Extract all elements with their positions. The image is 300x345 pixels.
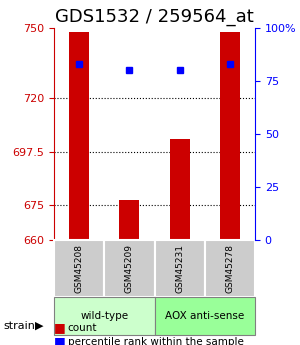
Text: percentile rank within the sample: percentile rank within the sample: [68, 337, 243, 345]
FancyBboxPatch shape: [54, 240, 104, 297]
Text: AOX anti-sense: AOX anti-sense: [165, 311, 244, 321]
Text: GSM45209: GSM45209: [125, 244, 134, 293]
Bar: [69, 32, 89, 240]
Text: GSM45231: GSM45231: [175, 244, 184, 293]
Text: ▶: ▶: [34, 321, 43, 331]
Bar: [169, 139, 190, 240]
Bar: [119, 200, 140, 240]
Text: wild-type: wild-type: [80, 311, 128, 321]
Text: ■: ■: [54, 321, 66, 334]
Text: ■: ■: [54, 335, 66, 345]
Text: GSM45278: GSM45278: [225, 244, 234, 293]
FancyBboxPatch shape: [154, 297, 255, 335]
Text: GSM45208: GSM45208: [75, 244, 84, 293]
FancyBboxPatch shape: [54, 297, 154, 335]
FancyBboxPatch shape: [104, 240, 154, 297]
Title: GDS1532 / 259564_at: GDS1532 / 259564_at: [55, 8, 254, 26]
FancyBboxPatch shape: [154, 240, 205, 297]
Text: count: count: [68, 323, 97, 333]
Bar: [220, 32, 240, 240]
Text: strain: strain: [3, 321, 35, 331]
FancyBboxPatch shape: [205, 240, 255, 297]
